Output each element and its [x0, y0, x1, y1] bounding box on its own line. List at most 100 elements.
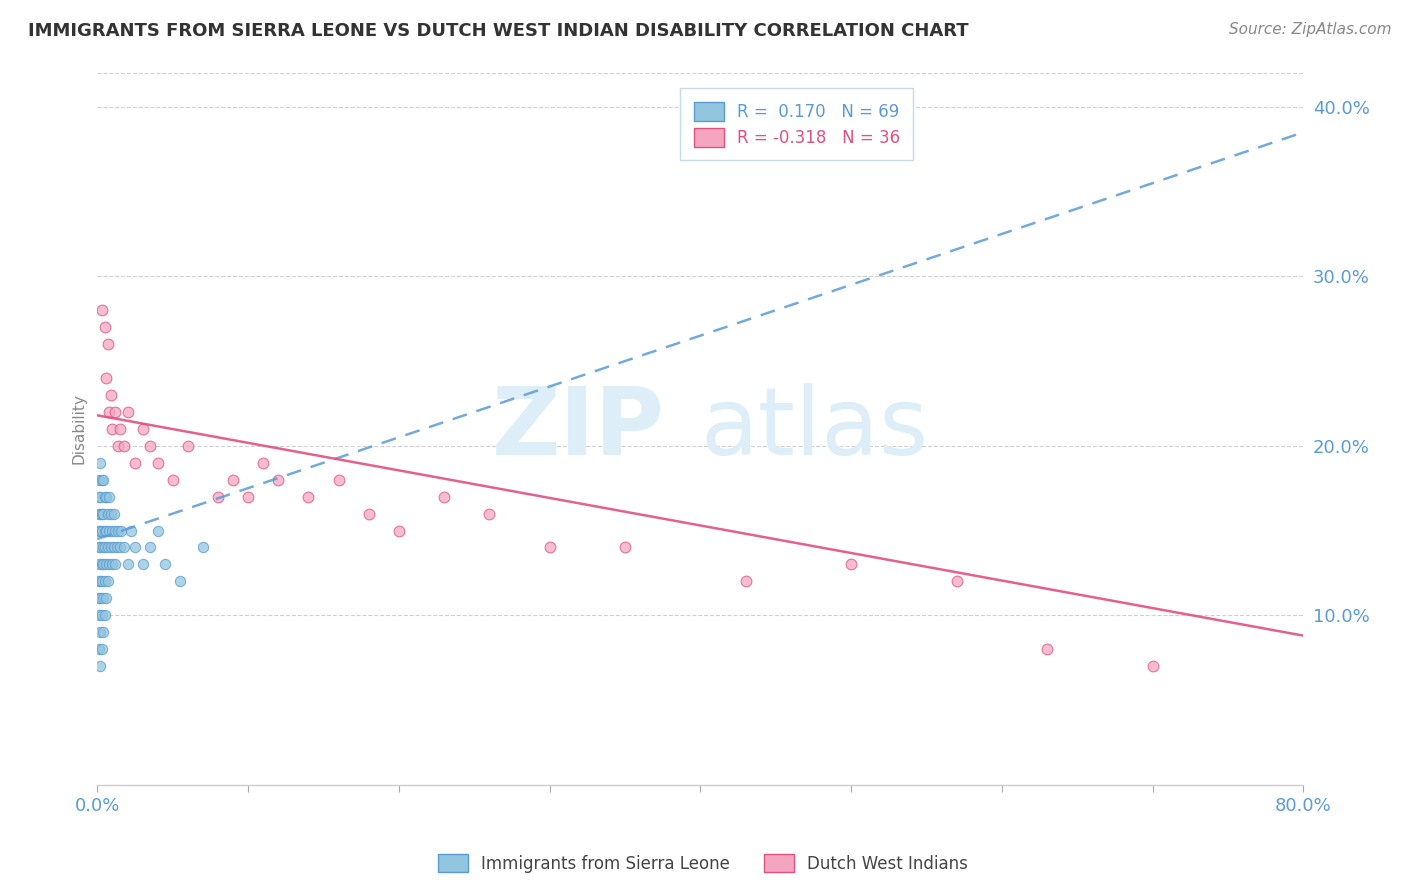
Point — [328, 473, 350, 487]
Point — [87, 524, 110, 538]
Point — [94, 490, 117, 504]
Point — [89, 591, 111, 606]
Point — [613, 541, 636, 555]
Point — [87, 574, 110, 589]
Point — [87, 558, 110, 572]
Point — [94, 574, 117, 589]
Point — [87, 541, 110, 555]
Point — [96, 490, 118, 504]
Point — [94, 541, 117, 555]
Point — [108, 422, 131, 436]
Point — [252, 456, 274, 470]
Point — [90, 642, 112, 657]
Point — [87, 642, 110, 657]
Point — [87, 490, 110, 504]
Point — [114, 541, 136, 555]
Point — [153, 558, 176, 572]
Point — [90, 473, 112, 487]
Point — [97, 574, 120, 589]
Text: ZIP: ZIP — [491, 383, 664, 475]
Point — [117, 558, 139, 572]
Point — [110, 524, 132, 538]
Point — [1036, 642, 1059, 657]
Point — [90, 574, 112, 589]
Point — [388, 524, 411, 538]
Point — [146, 524, 169, 538]
Point — [89, 625, 111, 640]
Point — [146, 456, 169, 470]
Text: IMMIGRANTS FROM SIERRA LEONE VS DUTCH WEST INDIAN DISABILITY CORRELATION CHART: IMMIGRANTS FROM SIERRA LEONE VS DUTCH WE… — [28, 22, 969, 40]
Point — [90, 524, 112, 538]
Point — [94, 608, 117, 623]
Point — [93, 625, 115, 640]
Point — [89, 659, 111, 673]
Point — [267, 473, 290, 487]
Point — [117, 405, 139, 419]
Point — [104, 524, 127, 538]
Text: Source: ZipAtlas.com: Source: ZipAtlas.com — [1229, 22, 1392, 37]
Point — [90, 303, 112, 318]
Point — [98, 524, 121, 538]
Point — [139, 439, 162, 453]
Point — [357, 507, 380, 521]
Point — [945, 574, 967, 589]
Point — [97, 507, 120, 521]
Point — [94, 320, 117, 334]
Point — [96, 558, 118, 572]
Point — [100, 541, 122, 555]
Legend: Immigrants from Sierra Leone, Dutch West Indians: Immigrants from Sierra Leone, Dutch West… — [432, 847, 974, 880]
Point — [93, 507, 115, 521]
Point — [100, 388, 122, 402]
Point — [433, 490, 456, 504]
Point — [222, 473, 245, 487]
Point — [97, 541, 120, 555]
Legend: R =  0.170   N = 69, R = -0.318   N = 36: R = 0.170 N = 69, R = -0.318 N = 36 — [681, 88, 914, 161]
Point — [120, 524, 142, 538]
Point — [177, 439, 200, 453]
Point — [93, 541, 115, 555]
Point — [169, 574, 191, 589]
Point — [124, 541, 146, 555]
Point — [124, 456, 146, 470]
Point — [90, 558, 112, 572]
Point — [89, 524, 111, 538]
Point — [139, 541, 162, 555]
Point — [105, 541, 128, 555]
Point — [103, 541, 125, 555]
Point — [93, 591, 115, 606]
Point — [89, 456, 111, 470]
Point — [1142, 659, 1164, 673]
Point — [89, 490, 111, 504]
Point — [538, 541, 561, 555]
Point — [131, 422, 153, 436]
Point — [191, 541, 214, 555]
Point — [297, 490, 319, 504]
Y-axis label: Disability: Disability — [72, 393, 86, 465]
Point — [87, 507, 110, 521]
Point — [97, 337, 120, 351]
Point — [100, 507, 122, 521]
Point — [90, 608, 112, 623]
Point — [98, 558, 121, 572]
Point — [94, 524, 117, 538]
Point — [98, 490, 121, 504]
Point — [93, 473, 115, 487]
Point — [89, 574, 111, 589]
Point — [104, 405, 127, 419]
Point — [96, 524, 118, 538]
Point — [90, 507, 112, 521]
Point — [87, 473, 110, 487]
Point — [101, 558, 124, 572]
Point — [108, 541, 131, 555]
Point — [207, 490, 229, 504]
Point — [87, 591, 110, 606]
Point — [96, 591, 118, 606]
Point — [236, 490, 259, 504]
Point — [93, 558, 115, 572]
Point — [839, 558, 862, 572]
Point — [89, 507, 111, 521]
Point — [104, 558, 127, 572]
Point — [478, 507, 501, 521]
Point — [114, 439, 136, 453]
Point — [131, 558, 153, 572]
